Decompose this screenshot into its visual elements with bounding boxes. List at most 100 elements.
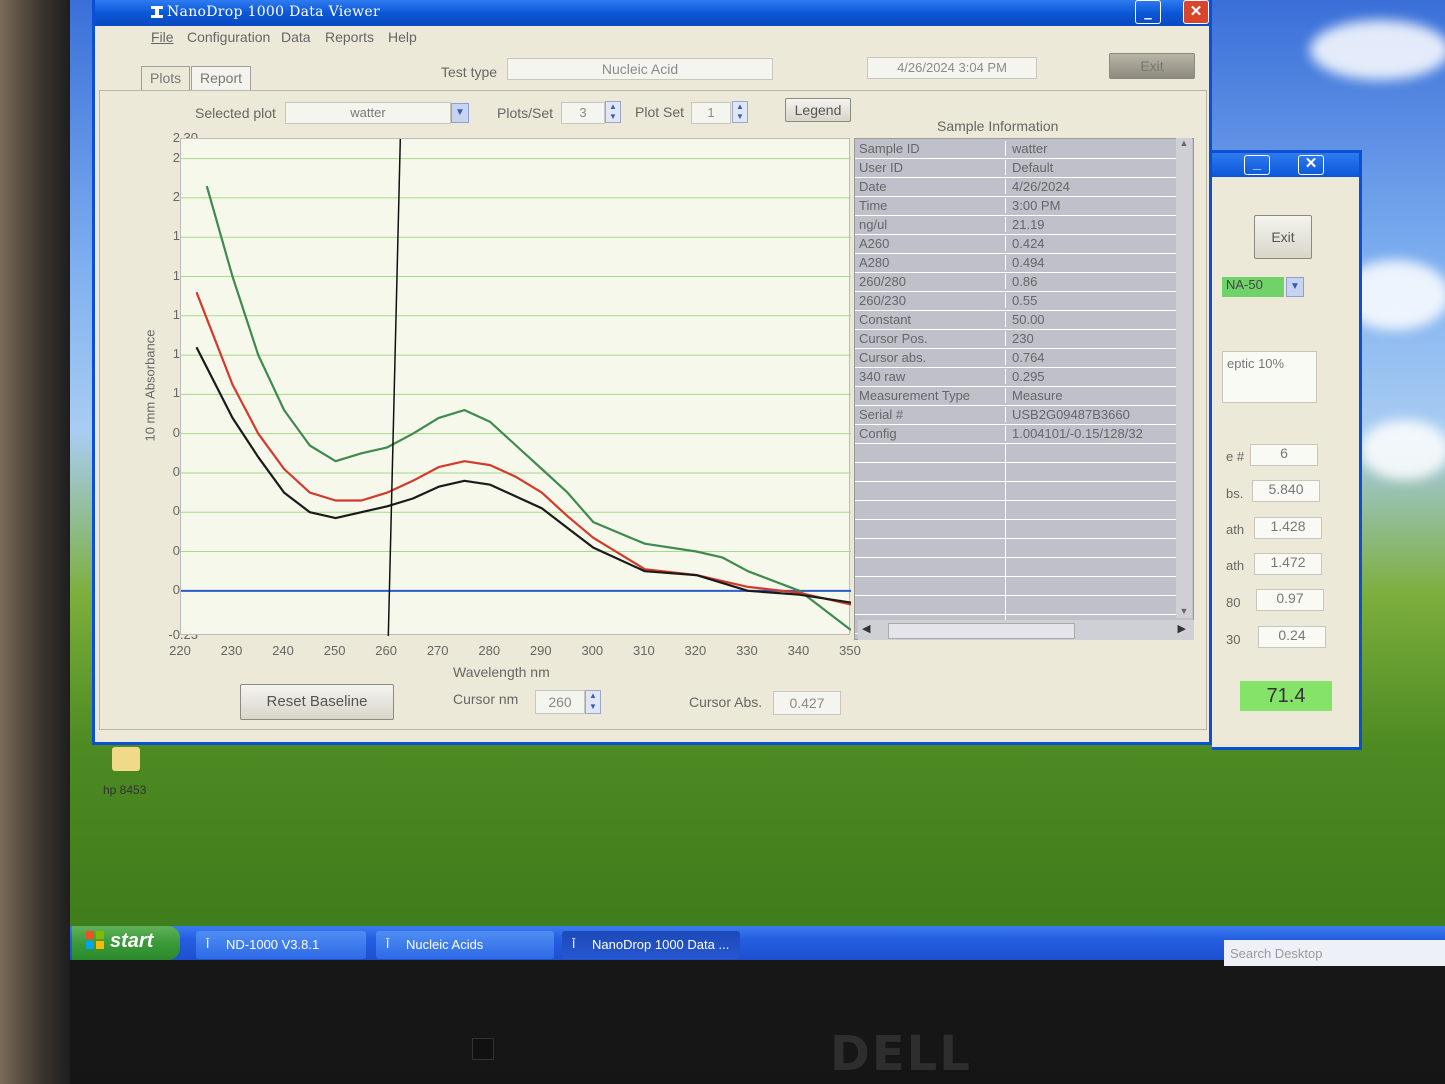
sample-info-key: Sample ID [859, 141, 920, 156]
x-tick-label: 280 [478, 643, 501, 658]
selected-plot-dropdown[interactable]: watter [285, 102, 451, 124]
scroll-right-icon[interactable]: ▶ [1177, 623, 1186, 635]
spin-down-icon[interactable]: ▼ [589, 702, 597, 711]
plot-set-stepper[interactable]: ▲ ▼ [732, 101, 748, 123]
cursor-nm-field[interactable]: 260 [535, 690, 585, 714]
spin-up-icon[interactable]: ▲ [609, 102, 617, 111]
spin-up-icon[interactable]: ▲ [736, 102, 744, 111]
tab-plots[interactable]: Plots [141, 66, 191, 90]
exit-button[interactable]: Exit [1109, 53, 1195, 79]
sample-info-key: User ID [859, 160, 904, 175]
desktop-icon-label[interactable]: hp 8453 [103, 783, 147, 797]
sample-info-key: Cursor abs. [859, 350, 927, 365]
absorbance-chart[interactable] [181, 138, 852, 637]
nucleic-acids-window: _ ✕ Exit NA-50 ▼ eptic 10% e # 6 bs. 5.8… [1212, 150, 1362, 750]
side-dropdown[interactable]: NA-50 [1222, 277, 1284, 297]
search-desktop-input[interactable]: Search Desktop [1224, 940, 1445, 966]
menu-file[interactable]: File [151, 29, 174, 45]
sample-info-value: 21.19 [1005, 217, 1180, 232]
menu-configuration[interactable]: Configuration [187, 29, 271, 45]
plot-set-field[interactable]: 1 [691, 102, 731, 124]
sample-info-empty-row [855, 557, 1180, 577]
sample-info-value: 0.494 [1005, 255, 1180, 270]
start-button[interactable]: start [72, 926, 180, 960]
sample-info-row: User ID Default [855, 158, 1180, 178]
scroll-left-icon[interactable]: ◀ [862, 623, 871, 635]
sample-info-key: Config [859, 426, 897, 441]
sample-info-empty-row [855, 519, 1180, 539]
sample-info-value: 230 [1005, 331, 1180, 346]
sample-info-value [1005, 519, 1180, 538]
taskbar-item-data-viewer[interactable]: Ī NanoDrop 1000 Data ... [562, 931, 740, 959]
cursor-line[interactable] [387, 138, 402, 637]
reset-baseline-button[interactable]: Reset Baseline [240, 684, 394, 720]
taskbar-item-label: NanoDrop 1000 Data ... [592, 937, 730, 952]
side-close-button[interactable]: ✕ [1298, 155, 1324, 175]
plots-per-set-stepper[interactable]: ▲ ▼ [605, 101, 621, 123]
scroll-down-icon[interactable]: ▼ [1179, 606, 1189, 616]
legend-button[interactable]: Legend [785, 98, 851, 122]
room-background [0, 0, 70, 1084]
sample-info-key: A260 [859, 236, 890, 251]
menu-reports[interactable]: Reports [325, 29, 375, 45]
sample-info-row: Cursor abs. 0.764 [855, 348, 1180, 368]
spin-up-icon[interactable]: ▲ [589, 691, 597, 700]
sample-info-value [1005, 500, 1180, 519]
sample-info-title: Sample Information [937, 118, 1059, 134]
side-row-value: 5.840 [1252, 480, 1320, 502]
scroll-thumb[interactable] [888, 623, 1075, 639]
plots-per-set-field[interactable]: 3 [561, 102, 605, 124]
side-minimize-button[interactable]: _ [1244, 155, 1270, 175]
sample-info-vscroll[interactable]: ▲ ▼ [1176, 138, 1192, 618]
plots-panel [99, 90, 1207, 730]
window-title: NanoDrop 1000 Data Viewer [167, 4, 380, 20]
power-button[interactable] [472, 1038, 494, 1060]
absorbance-plot[interactable] [180, 138, 852, 637]
close-button[interactable]: ✕ [1183, 0, 1209, 24]
chevron-down-icon[interactable]: ▼ [1286, 277, 1304, 297]
minimize-button[interactable]: _ [1135, 0, 1161, 24]
cursor-nm-stepper[interactable]: ▲ ▼ [585, 690, 601, 714]
scroll-up-icon[interactable]: ▲ [1179, 138, 1189, 148]
taskbar-item-nd1000[interactable]: Ī ND-1000 V3.8.1 [196, 931, 366, 959]
sample-info-row: ng/ul 21.19 [855, 215, 1180, 235]
side-row-value: 0.24 [1258, 626, 1326, 648]
sample-info-row: Time 3:00 PM [855, 196, 1180, 216]
concentration-result: 71.4 [1240, 681, 1332, 711]
start-label: start [110, 930, 154, 952]
sample-info-key: Time [859, 198, 888, 213]
search-placeholder: Search Desktop [1230, 946, 1323, 961]
side-window-titlebar[interactable]: _ ✕ [1212, 153, 1359, 177]
sample-info-empty-row [855, 595, 1180, 615]
sample-info-key: Cursor Pos. [859, 331, 928, 346]
tab-report[interactable]: Report [191, 66, 252, 90]
taskbar-item-label: ND-1000 V3.8.1 [226, 937, 320, 952]
side-row-label: 80 [1226, 595, 1241, 610]
taskbar-item-nucleic-acids[interactable]: Ī Nucleic Acids [376, 931, 554, 959]
sample-info-key: Measurement Type [859, 388, 971, 403]
folder-icon[interactable] [112, 747, 140, 771]
menu-help[interactable]: Help [388, 29, 417, 45]
sample-info-empty-row [855, 481, 1180, 501]
spin-down-icon[interactable]: ▼ [736, 112, 744, 121]
sample-info-row: Date 4/26/2024 [855, 177, 1180, 197]
titlebar[interactable]: NanoDrop 1000 Data Viewer _ ✕ [95, 0, 1209, 26]
chevron-down-icon[interactable]: ▼ [451, 103, 469, 123]
sample-info-hscroll[interactable]: ◀ ▶ [858, 620, 1194, 640]
x-tick-label: 350 [839, 643, 861, 658]
sample-info-value: 50.00 [1005, 312, 1180, 327]
x-axis-label: Wavelength nm [453, 664, 550, 680]
side-row-label: ath [1226, 558, 1245, 573]
side-exit-button[interactable]: Exit [1254, 215, 1312, 259]
sample-info-value: 3:00 PM [1005, 198, 1180, 213]
spin-down-icon[interactable]: ▼ [609, 112, 617, 121]
plot-set-label: Plot Set [635, 104, 685, 120]
sample-info-value: watter [1005, 141, 1180, 156]
spectrum-line [205, 185, 852, 631]
x-tick-label: 290 [529, 643, 552, 658]
sample-info-value [1005, 576, 1180, 595]
x-tick-label: 240 [272, 643, 294, 658]
dell-logo: DELL [830, 1026, 972, 1082]
test-type-label: Test type [441, 64, 498, 80]
menu-data[interactable]: Data [281, 29, 311, 45]
